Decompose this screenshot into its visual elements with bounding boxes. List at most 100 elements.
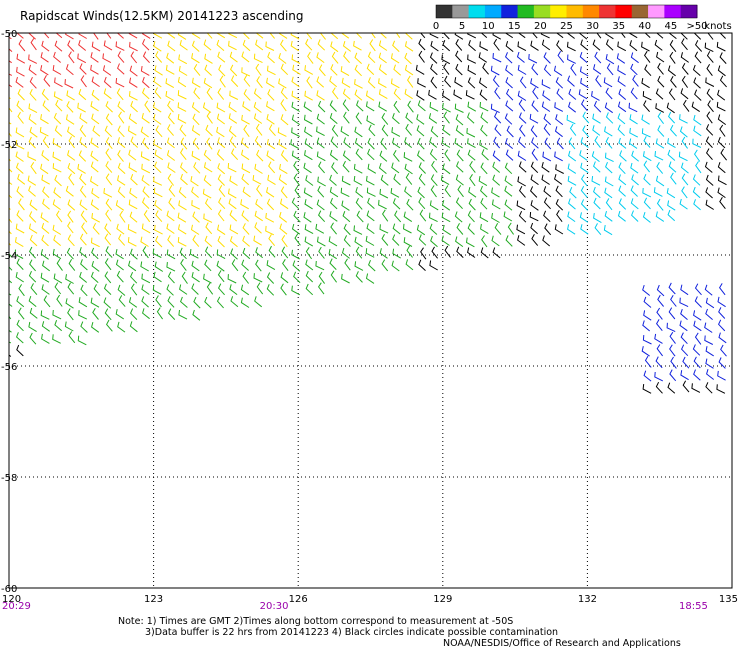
wind-barb: [203, 149, 212, 162]
wind-barb: [67, 221, 74, 234]
wind-barb: [290, 40, 299, 52]
wind-barb: [505, 137, 514, 149]
wind-barb: [340, 66, 350, 77]
wind-barb: [153, 176, 163, 186]
wind-barb: [28, 33, 36, 40]
wind-barb: [342, 150, 351, 162]
wind-barb: [491, 235, 500, 247]
wind-barb: [204, 235, 213, 247]
wind-barb: [129, 77, 138, 88]
wind-barb: [457, 185, 464, 198]
wind-barb: [90, 176, 99, 187]
wind-barb: [104, 223, 112, 236]
wind-barb: [228, 101, 237, 113]
wind-barb: [329, 174, 337, 186]
wind-barb: [230, 296, 239, 308]
wind-barb: [130, 136, 138, 148]
wind-barb: [52, 163, 62, 173]
wind-barb: [90, 137, 99, 149]
wind-barb: [242, 101, 251, 112]
colorbar-swatch: [599, 5, 616, 18]
wind-barb: [479, 101, 489, 112]
wind-barb: [405, 259, 414, 271]
wind-barb: [241, 114, 250, 125]
wind-barb: [40, 163, 49, 175]
wind-barb: [16, 332, 24, 344]
wind-barb: [90, 237, 100, 248]
wind-barb: [356, 210, 364, 223]
wind-barb: [65, 274, 74, 284]
wind-barb: [242, 33, 250, 40]
wind-barb: [693, 149, 701, 162]
wind-barb: [216, 149, 225, 161]
wind-barb: [418, 197, 426, 210]
wind-barb: [719, 52, 727, 64]
wind-barb: [15, 162, 24, 174]
wind-barb: [440, 175, 450, 186]
wind-barb: [331, 51, 339, 64]
wind-barb: [315, 223, 325, 234]
wind-barb: [266, 272, 275, 284]
wind-barb: [693, 33, 702, 40]
wind-barb: [105, 198, 113, 211]
wind-barb: [202, 188, 212, 199]
wind-barb: [582, 111, 590, 124]
wind-barb: [229, 236, 238, 248]
wind-barb: [631, 174, 639, 186]
wind-barb: [629, 138, 638, 149]
wind-barb: [418, 50, 425, 63]
wind-barb: [569, 123, 577, 136]
wind-barb: [555, 164, 564, 174]
wind-barb: [705, 77, 715, 87]
wind-barb: [405, 112, 413, 124]
wind-barb: [468, 40, 476, 52]
wind-barb: [204, 64, 212, 76]
wind-barb: [693, 77, 701, 89]
wind-barb: [330, 64, 338, 76]
colorbar-tick-label: 30: [586, 21, 599, 32]
wind-barb: [567, 75, 575, 87]
wind-barb: [292, 260, 301, 272]
wind-barb: [231, 148, 239, 161]
wind-barb: [591, 91, 600, 101]
wind-barb: [229, 51, 238, 63]
colorbar-frame: [435, 4, 698, 19]
wind-barb: [240, 199, 249, 210]
wind-barb: [105, 101, 113, 113]
wind-barb: [517, 235, 526, 246]
wind-barb: [105, 209, 112, 222]
wind-barb: [206, 33, 213, 39]
wind-barb: [395, 33, 401, 38]
wind-barb: [68, 51, 75, 64]
wind-barb: [155, 125, 163, 138]
wind-barb: [41, 222, 50, 234]
wind-barb: [140, 236, 149, 247]
wind-barb: [531, 63, 539, 76]
wind-barb: [177, 224, 187, 235]
wind-barb: [342, 160, 350, 173]
wind-barb: [79, 125, 87, 138]
wind-barb: [505, 100, 514, 112]
wind-barb: [9, 354, 12, 357]
y-tick-label: -50: [1, 29, 17, 40]
colorbar-swatch: [648, 5, 665, 18]
wind-barb: [154, 149, 164, 161]
wind-barb: [378, 162, 387, 174]
wind-barb: [667, 209, 676, 222]
wind-barb: [655, 319, 663, 332]
wind-barb: [368, 260, 376, 272]
wind-barb: [390, 78, 400, 89]
wind-barb: [216, 39, 225, 51]
wind-barb: [294, 233, 301, 246]
wind-barb: [492, 75, 500, 88]
wind-barb: [15, 151, 24, 162]
wind-barb: [15, 127, 25, 138]
wind-barb: [42, 186, 50, 198]
wind-barb: [293, 210, 301, 223]
x-tick-label: 120: [2, 594, 21, 605]
wind-barb: [555, 77, 564, 89]
wind-barb: [431, 246, 438, 259]
wind-barb: [318, 246, 325, 259]
wind-barb: [670, 294, 677, 307]
wind-barb: [66, 90, 75, 101]
